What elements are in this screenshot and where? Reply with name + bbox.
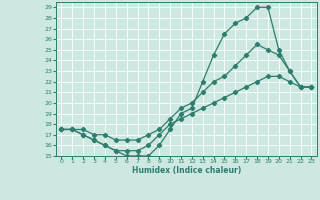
X-axis label: Humidex (Indice chaleur): Humidex (Indice chaleur): [132, 166, 241, 175]
